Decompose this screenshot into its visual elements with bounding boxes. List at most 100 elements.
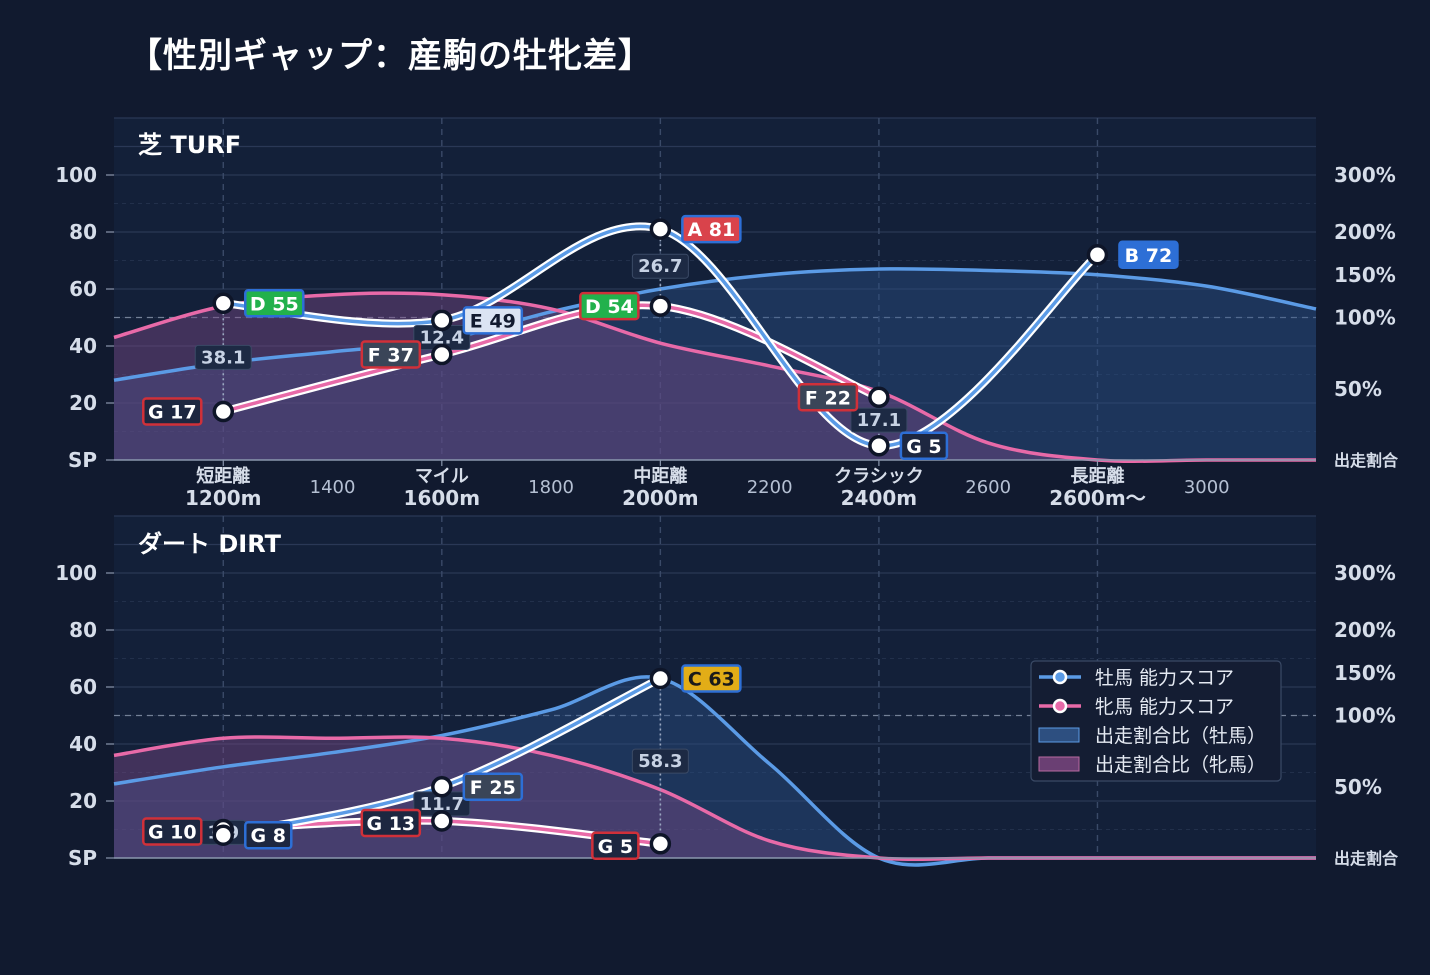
female-score-point [431,343,453,366]
x-category-label: マイル [415,466,469,487]
female-grade-label: G 13 [366,813,415,835]
female-grade-label: G 17 [148,402,197,424]
gap-label-box [631,253,689,279]
y-tick-label: 40 [69,732,97,756]
gap-label-box [850,407,908,433]
gap-label: 11.7 [420,794,464,815]
y2-tick-label: 150% [1334,661,1396,685]
female-score-point [649,295,672,317]
y-tick-label: 80 [69,220,97,244]
legend-male-ratio-swatch [1038,727,1080,743]
male-grade-badge [899,431,949,460]
male-grade-badge [244,289,305,318]
male-score-point [212,824,235,846]
legend-female-score-marker [1052,698,1068,714]
female-score-point [649,833,672,855]
x-minor-tick-label: 1400 [310,477,356,498]
female-grade-label: G 10 [148,822,197,844]
male-grade-label: F 25 [470,777,516,799]
legend-box [1030,660,1282,782]
y-tick-label: SP [68,448,97,472]
male-grade-label: G 5 [906,436,941,458]
female-grade-label: F 37 [368,345,414,367]
y-tick-label: 60 [69,675,97,699]
male-score-line [223,224,1099,448]
x-category-label: 中距離 [633,465,687,487]
y2-tick-label: 100% [1334,704,1396,728]
x-minor-tick-label: 1800 [528,477,574,498]
y2-tick-label: 50% [1334,377,1382,401]
gap-label: 58.3 [638,751,682,772]
male-score-point [431,309,453,332]
legend-male-score-marker [1052,669,1068,685]
y-tick-label: 100 [55,561,97,585]
female-grade-badge [579,291,640,321]
y2-tick-label: 150% [1334,263,1396,287]
legend-female-ratio-label: 出走割合比（牝馬） [1095,754,1266,776]
female-grade-label: D 54 [585,296,634,318]
female-score-point [212,400,235,423]
female-score-point [868,386,890,409]
turf-panel: 38.1 12.4 26.7 17.1 D 55 E 49 A 81 G 5 B 72 G 17 F… [55,117,1399,510]
y2-tick-label: 200% [1334,220,1396,244]
gap-label-box [631,748,689,774]
female-grade-badge [591,831,640,860]
male-grade-badge [462,772,524,801]
y-tick-label: 60 [69,277,97,301]
panel-label: ダート DIRT [138,530,282,558]
female-score-line [222,303,880,414]
y-tick-label: SP [68,846,97,870]
male-grade-label: E 49 [470,310,516,332]
female-grade-badge [142,817,203,846]
y-tick-label: 80 [69,618,97,642]
female-grade-label: F 22 [805,387,851,409]
x-category-distance: 1600m [404,486,481,510]
male-ratio-line [113,267,1317,382]
y2-tick-label: 50% [1334,775,1382,799]
female-grade-badge [142,397,203,426]
x-category-label: 短距離 [196,465,250,487]
male-score-point [649,218,672,240]
male-grade-label: G 8 [251,825,286,847]
male-grade-label: D 55 [250,293,299,315]
male-grade-label: B 72 [1125,245,1173,267]
gap-label: 12.4 [420,327,464,348]
gap-label: 38.1 [201,347,245,368]
y2-tick-label: 200% [1334,618,1396,642]
x-category-distance: 2400m [841,486,918,510]
panel-label: 芝 TURF [138,131,241,159]
x-category-distance: 2600m〜 [1049,486,1146,510]
female-grade-badge [797,383,859,412]
male-grade-badge [1118,240,1179,270]
x-category-label: クラシック [834,466,924,487]
y-tick-label: 100 [55,163,97,187]
y2-tick-label: 出走割合 [1334,849,1399,868]
male-ratio-area [114,268,1316,460]
legend-female-score-label: 牝馬 能力スコア [1095,696,1234,718]
female-grade-label: G 5 [598,836,633,858]
x-minor-tick-label: 3000 [1184,477,1230,498]
male-score-point [868,435,890,457]
gap-label: 26.7 [638,256,682,277]
y-tick-label: 40 [69,334,97,358]
x-minor-tick-label: 2200 [747,477,793,498]
x-category-label: 長距離 [1070,465,1124,487]
male-score-point [431,776,453,798]
female-grade-badge [360,808,422,838]
male-grade-badge [462,306,524,335]
gap-label: 17.1 [857,410,901,431]
legend-female-ratio-swatch [1038,756,1080,772]
x-minor-tick-label: 2600 [965,477,1011,498]
male-score-point [649,667,672,690]
male-grade-label: A 81 [687,219,735,241]
y2-tick-label: 出走割合 [1334,451,1399,470]
male-grade-badge [681,214,742,244]
y2-tick-label: 100% [1334,306,1396,330]
y-tick-label: 20 [69,391,97,415]
y2-tick-label: 300% [1334,163,1396,187]
male-score-point [1086,244,1109,266]
y2-tick-label: 300% [1334,561,1396,585]
legend-male-ratio-label: 出走割合比（牡馬） [1095,725,1266,747]
